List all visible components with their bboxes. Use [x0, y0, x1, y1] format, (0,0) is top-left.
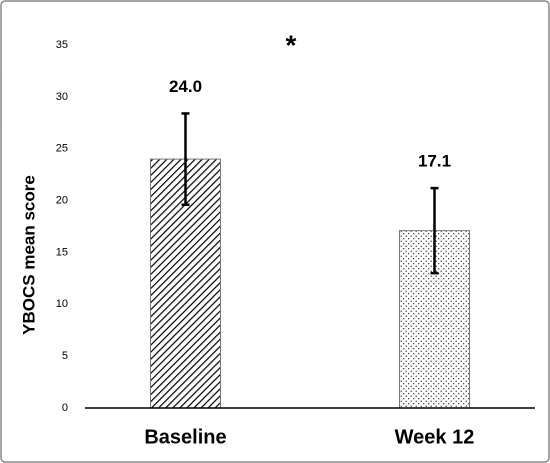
- y-tick-label: 15: [56, 246, 68, 258]
- y-tick-label: 35: [56, 39, 68, 51]
- y-tick-label: 10: [56, 298, 68, 310]
- y-axis-label: YBOCS mean score: [19, 175, 38, 335]
- y-tick-label: 25: [56, 143, 68, 155]
- y-tick-label: 0: [62, 402, 68, 414]
- y-tick-label: 5: [62, 350, 68, 362]
- annotation: *: [286, 29, 297, 60]
- y-tick-label: 30: [56, 91, 68, 103]
- y-tick-label: 20: [56, 194, 68, 206]
- x-tick-label: Baseline: [144, 426, 226, 448]
- value-label: 24.0: [169, 77, 202, 96]
- x-tick-label: Week 12: [395, 426, 475, 448]
- value-label: 17.1: [418, 152, 451, 171]
